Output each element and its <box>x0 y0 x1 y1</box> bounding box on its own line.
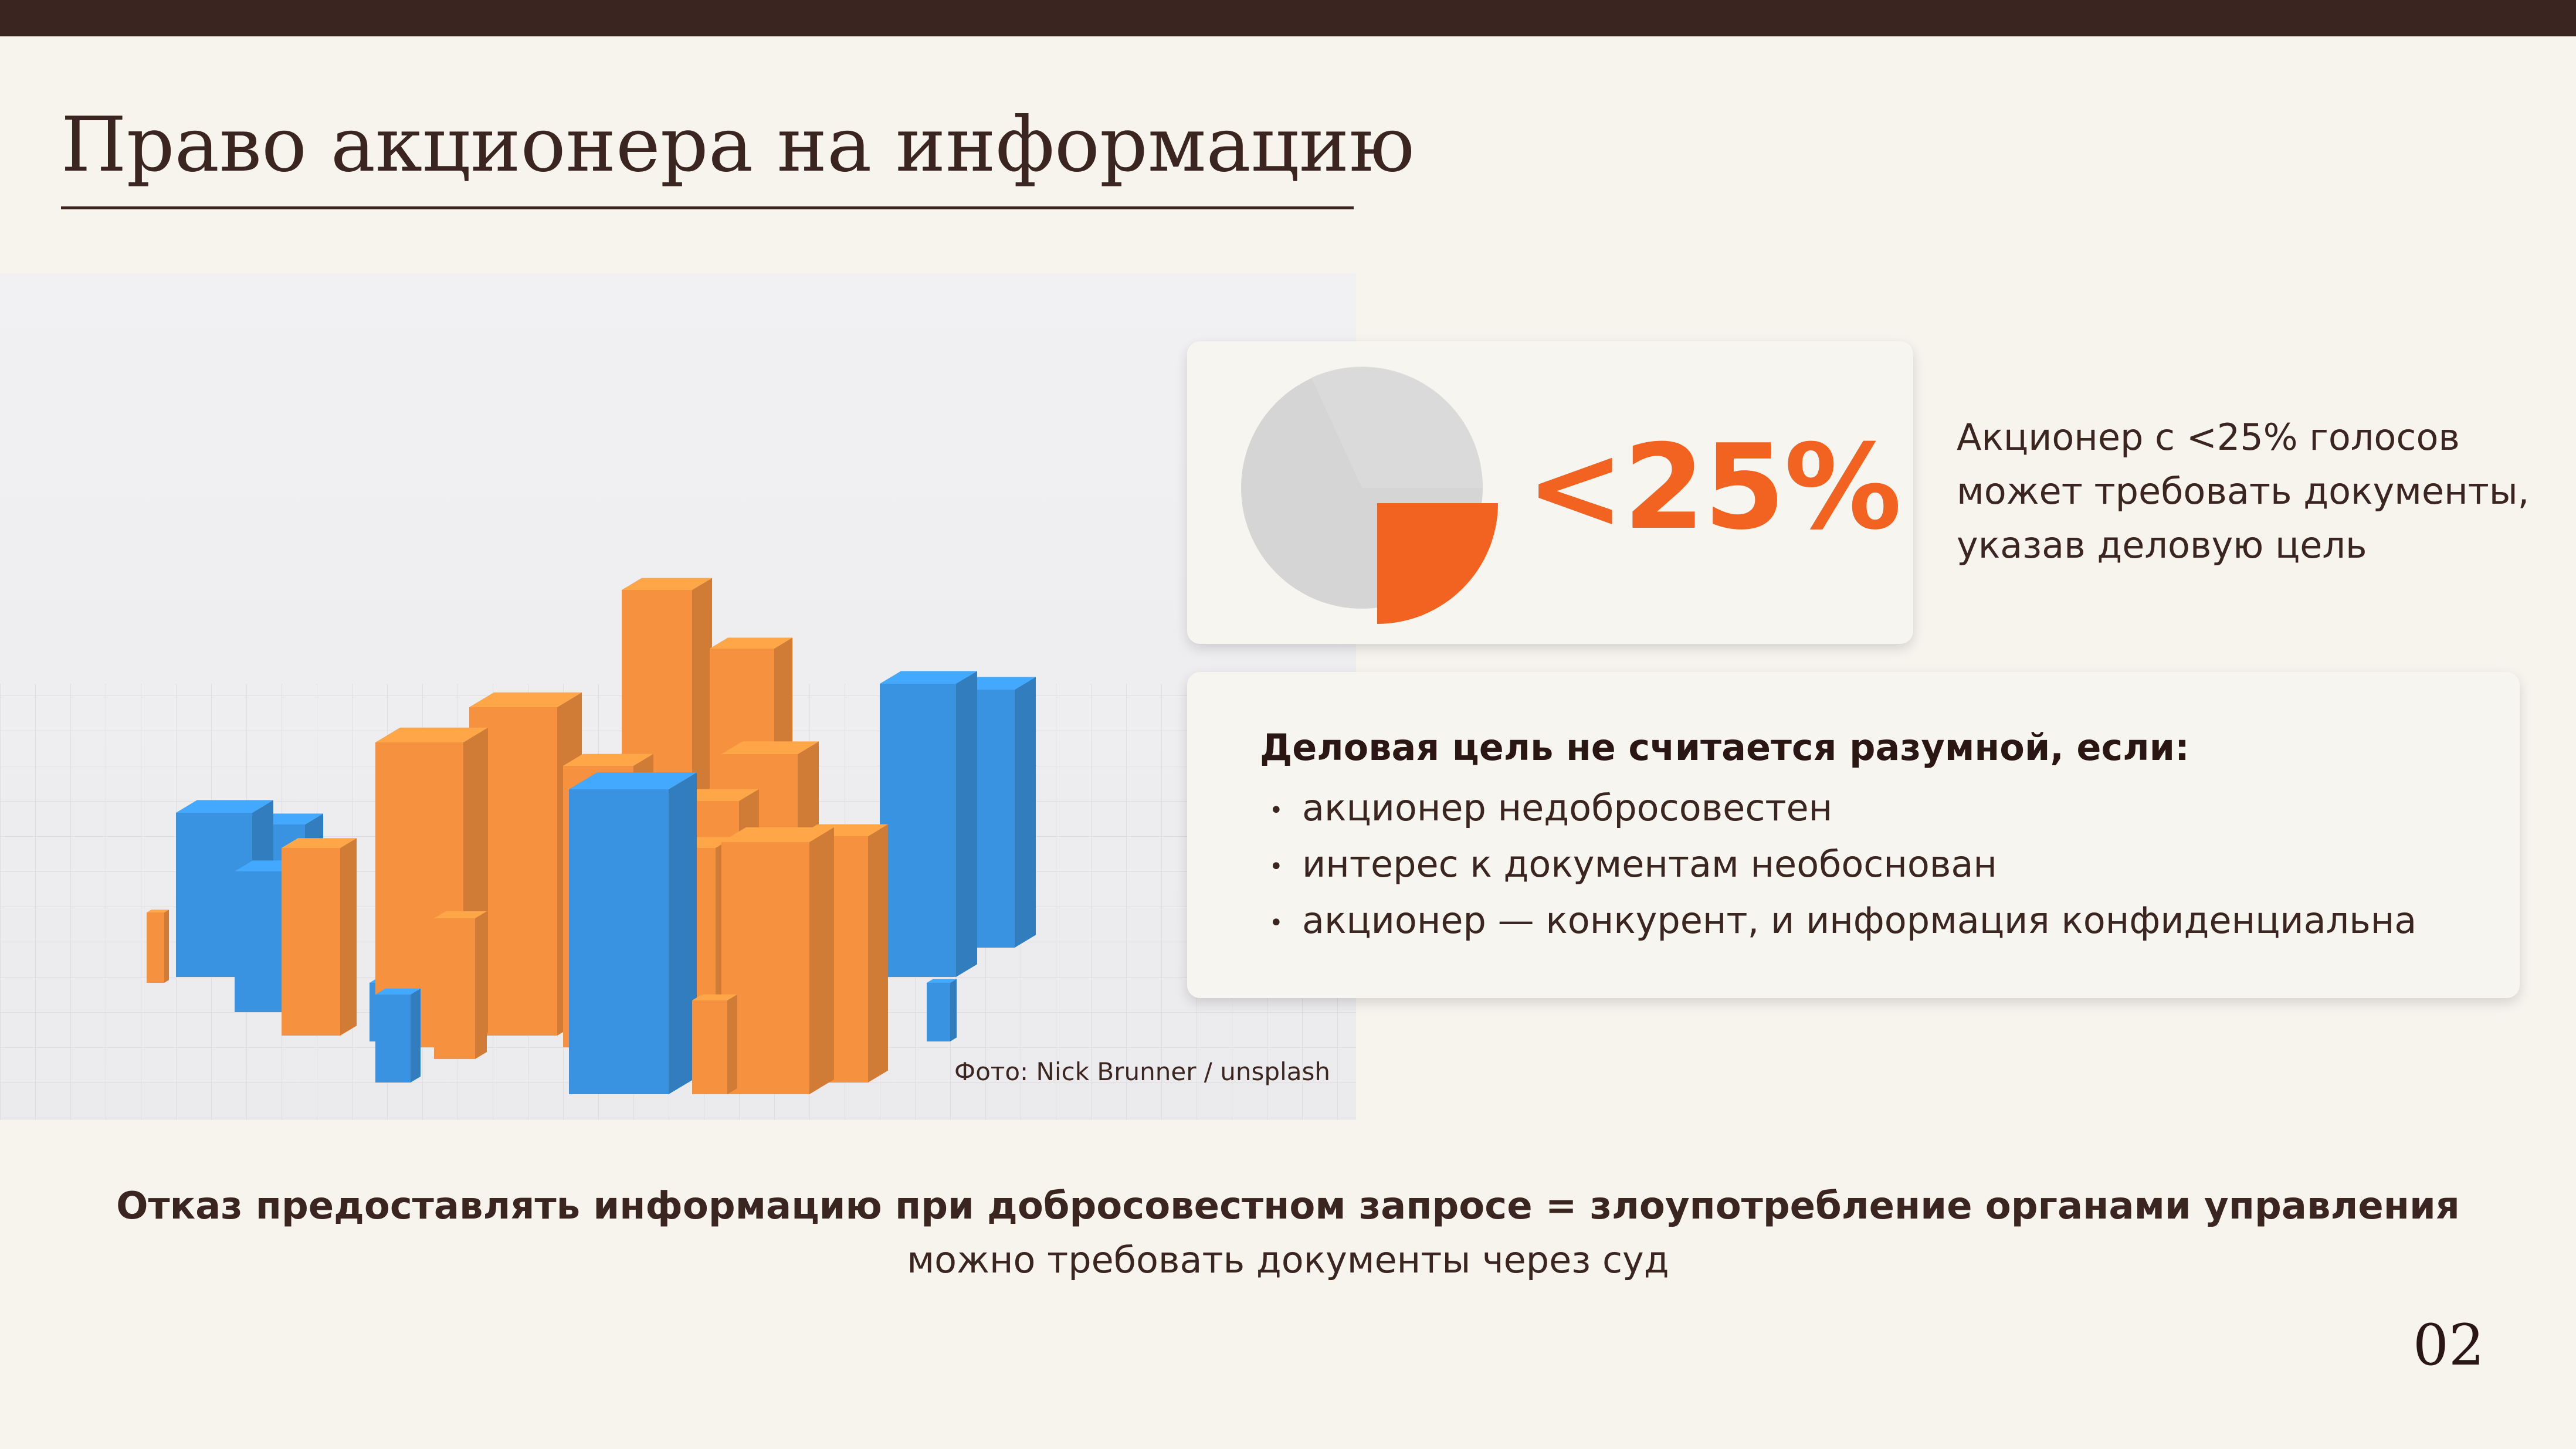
photo-block-top <box>147 910 169 912</box>
bullet-icon: • <box>1269 796 1283 824</box>
list-item: • интерес к документам необоснован <box>1260 837 2416 894</box>
photo-block-top <box>434 911 487 918</box>
photo-block-top <box>692 994 737 1000</box>
photo-block-side <box>669 772 697 1094</box>
photo-block-front <box>927 983 950 1041</box>
page-number: 02 <box>2412 1312 2485 1378</box>
photo-block-side <box>950 979 957 1041</box>
slide-title: Право акционера на информацию <box>61 101 1415 189</box>
list-item: • акционер недобросовестен <box>1260 781 2416 837</box>
criteria-list: • акционер недобросовестен • интерес к док… <box>1260 781 2416 950</box>
photo-block-side <box>727 994 737 1094</box>
photo-block-top <box>721 741 819 754</box>
stat-description: Акционер с <25% голосов может требовать … <box>1957 416 2530 566</box>
photo-block-front <box>375 995 411 1082</box>
photo-block-side <box>411 988 421 1082</box>
photo-block-side <box>809 827 834 1094</box>
photo-credit: Фото: Nick Brunner / unsplash <box>954 1057 1330 1086</box>
photo-block-top <box>469 692 582 707</box>
photo-block-front <box>147 912 164 983</box>
criteria-heading: Деловая цель не считается разумной, если… <box>1260 726 2189 769</box>
stat-value: <25% <box>1526 419 1902 556</box>
criteria-card: Деловая цель не считается разумной, если… <box>1187 672 2520 998</box>
top-bar <box>0 0 2576 36</box>
photo-block-front <box>434 918 475 1059</box>
photo-block-top <box>569 772 697 789</box>
stat-card: <25% <box>1187 341 1913 644</box>
photo-block-top <box>721 827 834 842</box>
pie-highlight <box>1311 367 1483 488</box>
photo-block-top <box>282 838 357 848</box>
photo-block-top <box>710 637 792 649</box>
bullet-icon: • <box>1269 909 1283 936</box>
photo-block-top <box>563 754 653 766</box>
photo-block-top <box>622 578 712 590</box>
photo-block-top <box>176 800 273 813</box>
photo-block-top <box>375 727 488 742</box>
photo-block-front <box>880 684 956 977</box>
list-item: • акционер — конкурент, и информация конф… <box>1260 894 2416 950</box>
photo-illustration <box>0 578 1356 1120</box>
pie-accent-slice <box>1377 503 1498 624</box>
footer-statement: Отказ предоставлять информацию при добро… <box>116 1185 2460 1228</box>
photo-block-top <box>375 988 421 995</box>
photo-block-front <box>282 848 340 1036</box>
photo-block-front <box>692 1000 727 1094</box>
photo-block-front <box>569 789 669 1094</box>
photo-block-top <box>927 979 957 983</box>
photo-block-side <box>956 671 977 977</box>
photo-block-side <box>868 824 888 1082</box>
bar-chart-photo: Фото: Nick Brunner / unsplash <box>0 273 1356 1120</box>
photo-block-side <box>1015 677 1036 948</box>
photo-block-top <box>880 671 977 684</box>
bullet-icon: • <box>1269 853 1283 880</box>
photo-block-side <box>164 910 169 983</box>
photo-block-side <box>475 911 487 1059</box>
pie-chart <box>1241 367 1498 624</box>
photo-block-side <box>340 838 357 1036</box>
title-underline <box>61 206 1354 209</box>
footer-note: можно требовать документы через суд <box>907 1238 1669 1281</box>
